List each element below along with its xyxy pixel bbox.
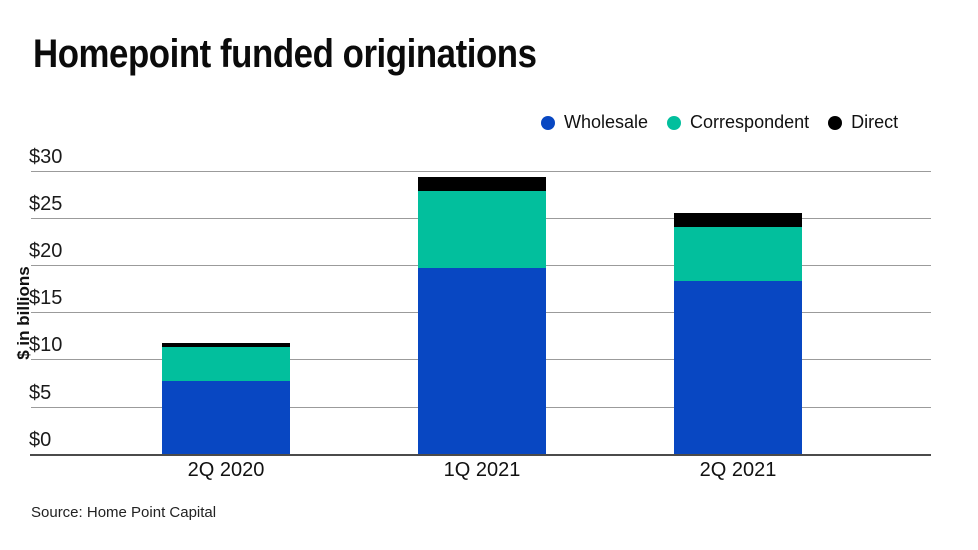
legend-swatch-icon [541, 115, 555, 130]
chart-title: Homepoint funded originations [33, 32, 537, 76]
legend-item-correspondent: Correspondent [667, 112, 809, 133]
x-category-label: 2Q 2020 [187, 459, 265, 481]
legend-label: Correspondent [690, 112, 810, 132]
bar-segment-wholesale [674, 281, 802, 454]
bar-segment-correspondent [162, 347, 290, 382]
bar-segment-correspondent [418, 190, 546, 269]
bar-segment-wholesale [418, 268, 546, 454]
y-tick-label: $5 [29, 381, 52, 404]
bar-segment-direct [162, 342, 290, 348]
bar-1q-2021 [418, 176, 546, 454]
bar-2q-2020 [162, 342, 290, 454]
bar-segment-direct [418, 176, 546, 191]
legend-label: Wholesale [564, 112, 649, 132]
x-category-label: 2Q 2021 [699, 459, 777, 481]
bar-2q-2021 [674, 213, 802, 454]
y-tick-label: $15 [29, 287, 63, 310]
y-tick-label: $10 [29, 334, 63, 357]
y-tick-label: $30 [29, 145, 63, 168]
x-category-label: 1Q 2021 [443, 459, 521, 481]
legend-item-direct: Direct [828, 112, 898, 133]
bar-segment-direct [674, 213, 802, 227]
chart-legend: Wholesale Correspondent Direct [541, 112, 898, 133]
legend-swatch-icon [828, 115, 843, 130]
legend-label: Direct [851, 112, 899, 132]
x-axis-line [30, 453, 931, 456]
legend-item-wholesale: Wholesale [541, 112, 648, 133]
bar-segment-correspondent [674, 226, 802, 282]
y-tick-label: $20 [29, 240, 63, 263]
y-tick-label: $0 [29, 428, 52, 451]
y-tick-label: $25 [29, 192, 63, 215]
legend-swatch-icon [667, 115, 682, 130]
source-note: Source: Home Point Capital [31, 504, 217, 521]
bar-segment-wholesale [162, 381, 290, 454]
gridline [31, 170, 931, 172]
